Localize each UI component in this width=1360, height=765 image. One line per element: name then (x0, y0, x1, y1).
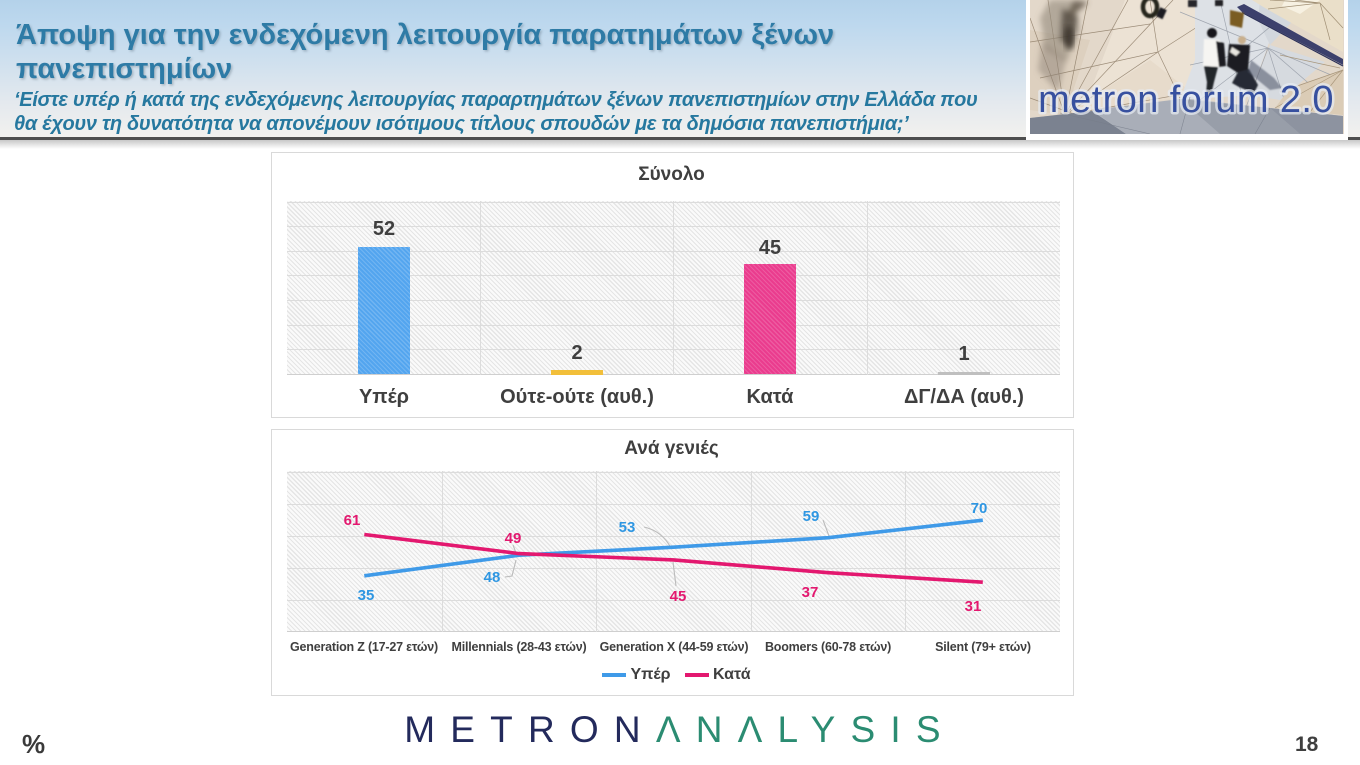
svg-text:metron forum 2.0: metron forum 2.0 (1038, 79, 1334, 121)
svg-text:metron forum 2.0: metron forum 2.0 (1038, 79, 1334, 121)
